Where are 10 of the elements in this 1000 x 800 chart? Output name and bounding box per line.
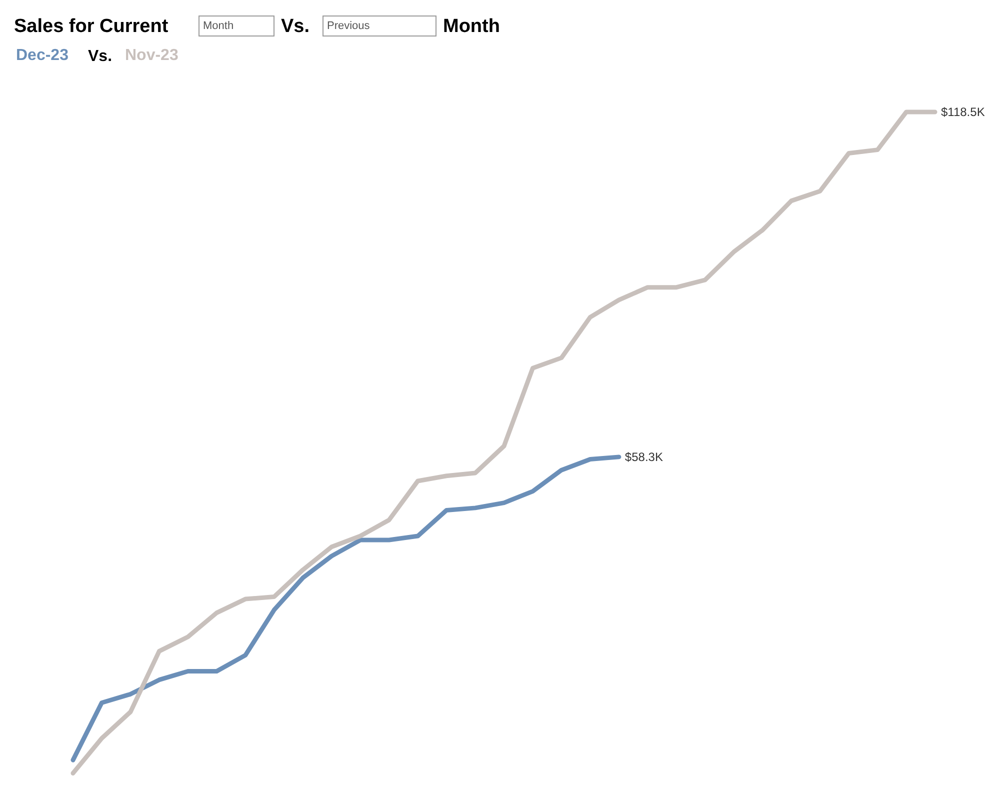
text: Month xyxy=(443,16,500,37)
text: Previous xyxy=(327,20,370,32)
text: Dec-23 xyxy=(16,47,69,64)
text: Nov-23 xyxy=(125,47,178,64)
chart-title: Sales for Current xyxy=(14,16,169,37)
data-label: $118.5K xyxy=(941,105,985,119)
text: Month xyxy=(203,20,234,32)
data-label: $58.3K xyxy=(624,450,663,464)
text: Vs. xyxy=(88,48,112,65)
text: Vs. xyxy=(281,16,310,37)
